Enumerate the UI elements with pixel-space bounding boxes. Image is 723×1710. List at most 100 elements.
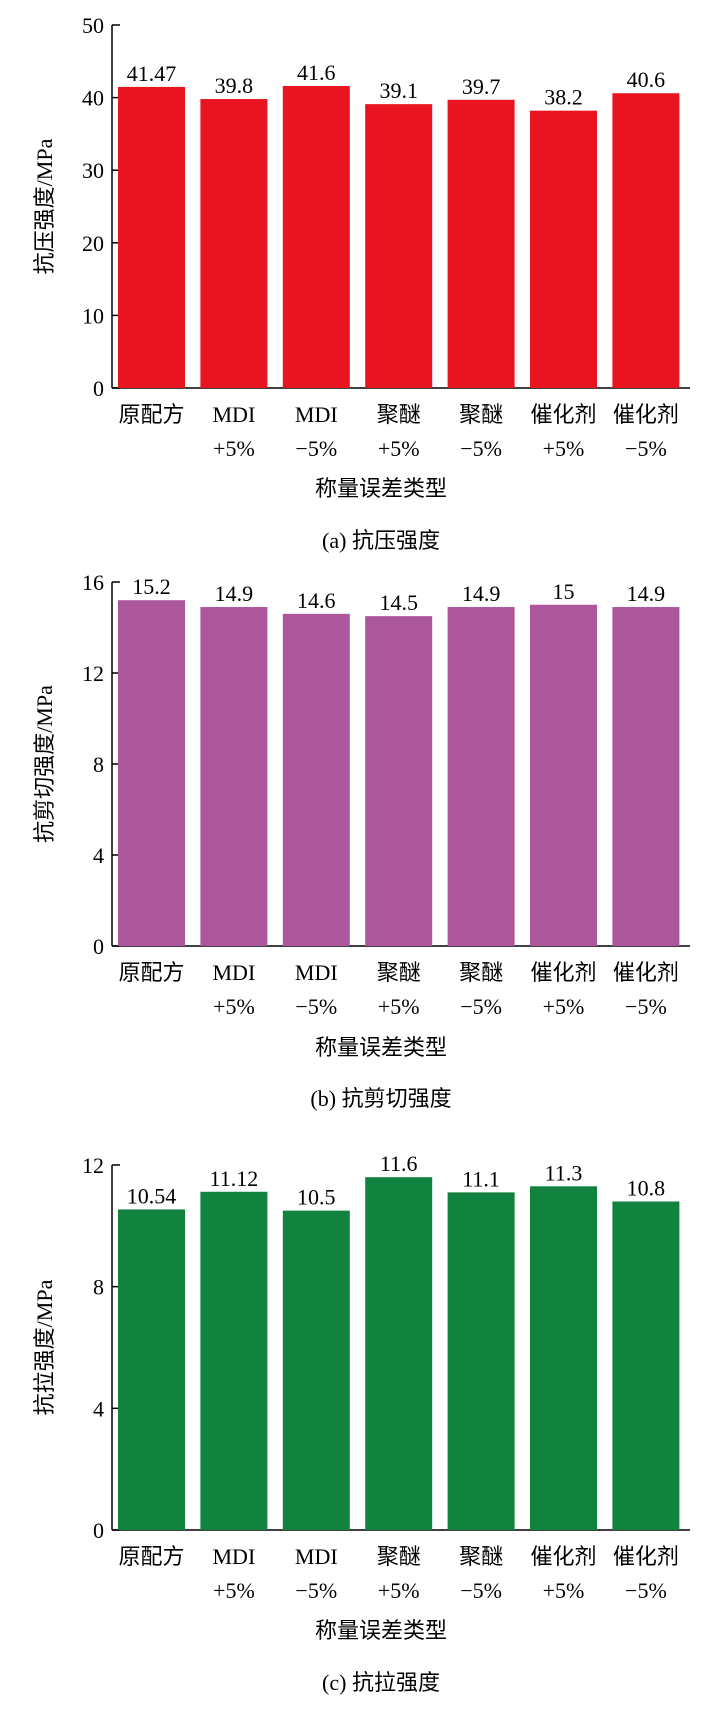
y-tick-label: 12 xyxy=(82,1153,104,1178)
y-tick-label: 4 xyxy=(93,843,104,868)
y-axis-title: 抗压强度/MPa xyxy=(32,138,57,274)
bar xyxy=(200,607,268,946)
x-tick-label: 催化剂 xyxy=(613,960,679,985)
bar xyxy=(365,616,433,946)
x-axis-title: 称量误差类型 xyxy=(315,1035,447,1060)
panel-caption: (a) 抗压强度 xyxy=(322,528,440,553)
data-label: 10.54 xyxy=(127,1183,177,1208)
x-tick-label: −5% xyxy=(295,436,337,461)
data-label: 15 xyxy=(553,579,575,604)
bar xyxy=(447,1192,515,1530)
x-tick-label: MDI xyxy=(213,1544,256,1569)
y-tick-label: 30 xyxy=(82,158,104,183)
data-label: 14.9 xyxy=(627,581,666,606)
data-label: 14.9 xyxy=(462,581,501,606)
bar xyxy=(530,1186,597,1530)
bar xyxy=(200,1191,268,1530)
x-tick-label: 聚醚 xyxy=(459,1544,503,1569)
bar xyxy=(612,93,680,388)
x-tick-label: MDI xyxy=(295,402,338,427)
data-label: 14.5 xyxy=(379,590,418,615)
data-label: 40.6 xyxy=(627,67,666,92)
bar xyxy=(118,1209,185,1530)
y-tick-label: 16 xyxy=(82,570,104,595)
x-tick-label: −5% xyxy=(625,994,667,1019)
x-axis-title: 称量误差类型 xyxy=(315,476,447,501)
x-tick-label: +5% xyxy=(378,436,420,461)
y-tick-label: 10 xyxy=(82,303,104,328)
data-label: 15.2 xyxy=(132,574,171,599)
y-tick-label: 20 xyxy=(82,231,104,256)
chart-panel-1: 0 10 20 30 40 50 41.47 原配方 39.8 MDI +5% 41.6 MDI −5% 3… xyxy=(32,13,690,553)
x-tick-label: −5% xyxy=(460,1578,502,1603)
bar xyxy=(282,1210,350,1530)
x-tick-label: MDI xyxy=(213,402,256,427)
y-tick-label: 8 xyxy=(93,1275,104,1300)
bar xyxy=(200,99,268,388)
x-tick-label: +5% xyxy=(543,436,585,461)
y-tick-label: 50 xyxy=(82,13,104,38)
bar xyxy=(282,613,350,946)
x-tick-label: +5% xyxy=(378,994,420,1019)
y-tick-label: 0 xyxy=(93,1518,104,1543)
x-tick-label: 催化剂 xyxy=(530,1544,596,1569)
x-tick-label: −5% xyxy=(295,1578,337,1603)
bar xyxy=(612,1201,680,1530)
data-label: 11.1 xyxy=(462,1166,500,1191)
x-tick-label: MDI xyxy=(295,1544,338,1569)
x-tick-label: +5% xyxy=(543,994,585,1019)
data-label: 11.12 xyxy=(210,1166,259,1191)
x-tick-label: +5% xyxy=(213,994,255,1019)
x-tick-label: MDI xyxy=(295,960,338,985)
bar xyxy=(365,104,433,388)
data-label: 39.1 xyxy=(379,78,418,103)
bar xyxy=(530,604,597,946)
y-tick-label: 40 xyxy=(82,86,104,111)
chart-panel-2: 0 4 8 12 16 15.2 原配方 14.9 MDI +5% 14.6 MDI −5% 14.5 聚醚… xyxy=(32,570,690,1111)
data-label: 14.9 xyxy=(215,581,254,606)
data-label: 10.8 xyxy=(627,1176,666,1201)
x-tick-label: 聚醚 xyxy=(377,960,421,985)
x-tick-label: 原配方 xyxy=(118,960,184,985)
x-tick-label: 催化剂 xyxy=(613,1544,679,1569)
x-tick-label: −5% xyxy=(625,436,667,461)
y-tick-label: 8 xyxy=(93,752,104,777)
bar xyxy=(530,110,597,388)
x-tick-label: +5% xyxy=(213,436,255,461)
x-tick-label: 原配方 xyxy=(118,402,184,427)
x-tick-label: −5% xyxy=(295,994,337,1019)
x-tick-label: 聚醚 xyxy=(377,1544,421,1569)
bar xyxy=(282,85,350,388)
y-tick-label: 12 xyxy=(82,661,104,686)
x-tick-label: 聚醚 xyxy=(377,402,421,427)
data-label: 39.8 xyxy=(215,73,254,98)
data-label: 38.2 xyxy=(544,85,583,110)
x-tick-label: +5% xyxy=(213,1578,255,1603)
data-label: 39.7 xyxy=(462,74,501,99)
x-tick-label: +5% xyxy=(378,1578,420,1603)
y-tick-label: 4 xyxy=(93,1396,104,1421)
x-tick-label: −5% xyxy=(460,994,502,1019)
x-tick-label: 原配方 xyxy=(118,1544,184,1569)
data-label: 41.47 xyxy=(127,61,177,86)
bar xyxy=(365,1177,433,1530)
y-axis-title: 抗拉强度/MPa xyxy=(32,1279,57,1415)
chart-panel-3: 0 4 8 12 10.54 原配方 11.12 MDI +5% 10.5 MDI −5% 11.6 聚醚… xyxy=(32,1151,690,1695)
x-tick-label: 催化剂 xyxy=(530,402,596,427)
bar xyxy=(118,86,185,389)
x-tick-label: 聚醚 xyxy=(459,960,503,985)
data-label: 10.5 xyxy=(297,1185,336,1210)
panel-caption: (b) 抗剪切强度 xyxy=(310,1086,451,1111)
data-label: 11.3 xyxy=(545,1160,583,1185)
data-label: 11.6 xyxy=(380,1151,418,1176)
x-tick-label: 聚醚 xyxy=(459,402,503,427)
bar xyxy=(612,607,680,946)
x-tick-label: MDI xyxy=(213,960,256,985)
panel-caption: (c) 抗拉强度 xyxy=(322,1670,440,1695)
x-tick-label: −5% xyxy=(460,436,502,461)
data-label: 41.6 xyxy=(297,60,336,85)
bar xyxy=(118,600,185,946)
x-tick-label: 催化剂 xyxy=(530,960,596,985)
y-tick-label: 0 xyxy=(93,376,104,401)
